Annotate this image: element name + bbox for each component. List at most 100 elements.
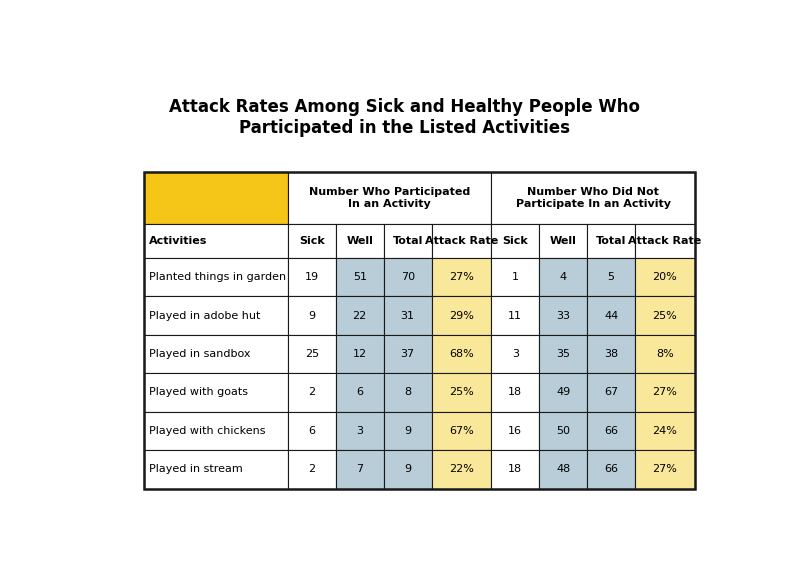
Text: 31: 31 [401,311,415,321]
Bar [492,373,539,411]
Bar [587,335,635,373]
Bar [383,258,432,296]
Bar [635,450,695,488]
Bar [288,411,336,450]
Text: Attack Rate: Attack Rate [424,236,498,246]
Text: 29%: 29% [449,311,474,321]
Bar [587,411,635,450]
Bar [635,411,695,450]
Text: 68%: 68% [449,349,474,359]
Text: Number Who Participated
In an Activity: Number Who Participated In an Activity [309,187,470,209]
Bar [492,258,539,296]
Text: Well: Well [346,236,373,246]
Text: Played in stream: Played in stream [149,464,242,474]
Text: 20%: 20% [653,272,678,282]
Bar [539,224,587,258]
Text: 33: 33 [556,311,570,321]
Text: 49: 49 [556,387,570,397]
Bar [635,373,695,411]
Bar [288,450,336,488]
Bar [288,373,336,411]
Bar [492,335,539,373]
Text: 2: 2 [308,387,316,397]
Text: 6: 6 [308,426,316,436]
Bar [539,296,587,335]
Bar [432,411,492,450]
Text: 4: 4 [559,272,567,282]
Text: 7: 7 [356,464,363,474]
Text: 27%: 27% [449,272,474,282]
Bar [383,296,432,335]
Text: 35: 35 [556,349,570,359]
Bar [587,296,635,335]
Text: 66: 66 [604,464,619,474]
Bar [587,373,635,411]
Bar [383,411,432,450]
Bar [288,172,492,224]
Text: 66: 66 [604,426,619,436]
Bar [383,335,432,373]
Bar [144,296,288,335]
Bar [336,373,383,411]
Bar [144,224,288,258]
Text: Planted things in garden: Planted things in garden [149,272,286,282]
Bar [383,224,432,258]
Text: 1: 1 [512,272,519,282]
Bar [539,450,587,488]
Bar [383,450,432,488]
Bar [492,296,539,335]
Bar [288,224,336,258]
Text: 70: 70 [401,272,415,282]
Bar [539,373,587,411]
Text: 38: 38 [604,349,619,359]
Text: Attack Rates Among Sick and Healthy People Who
Participated in the Listed Activi: Attack Rates Among Sick and Healthy Peop… [169,99,640,137]
Text: 67: 67 [604,387,619,397]
Bar [336,450,383,488]
Bar [336,224,383,258]
Bar [587,258,635,296]
Text: 37: 37 [401,349,415,359]
Bar [336,411,383,450]
Text: 11: 11 [508,311,522,321]
Bar [492,172,695,224]
Text: 3: 3 [512,349,519,359]
Text: 3: 3 [356,426,363,436]
Text: Well: Well [550,236,577,246]
Bar [383,373,432,411]
Text: 48: 48 [556,464,570,474]
Text: Played in adobe hut: Played in adobe hut [149,311,260,321]
Text: 67%: 67% [449,426,474,436]
Text: 9: 9 [404,464,411,474]
Text: 25%: 25% [449,387,474,397]
Bar [635,224,695,258]
Text: 6: 6 [356,387,363,397]
Text: 22%: 22% [449,464,474,474]
Text: 25: 25 [305,349,319,359]
Text: 50: 50 [556,426,570,436]
Bar [336,258,383,296]
Text: Played with goats: Played with goats [149,387,248,397]
Bar [288,258,336,296]
Text: 12: 12 [353,349,367,359]
Text: Activities: Activities [149,236,208,246]
Bar [432,296,492,335]
Bar [635,296,695,335]
Bar [432,373,492,411]
Bar [144,335,288,373]
Bar [144,172,695,488]
Bar [288,335,336,373]
Text: 27%: 27% [653,387,678,397]
Bar [635,258,695,296]
Bar [492,224,539,258]
Bar [432,258,492,296]
Bar [539,411,587,450]
Text: Number Who Did Not
Participate In an Activity: Number Who Did Not Participate In an Act… [515,187,671,209]
Text: Total: Total [392,236,423,246]
Text: 22: 22 [353,311,367,321]
Text: 9: 9 [308,311,316,321]
Text: 19: 19 [305,272,319,282]
Bar [587,450,635,488]
Text: Total: Total [596,236,626,246]
Bar [539,258,587,296]
Text: 5: 5 [608,272,615,282]
